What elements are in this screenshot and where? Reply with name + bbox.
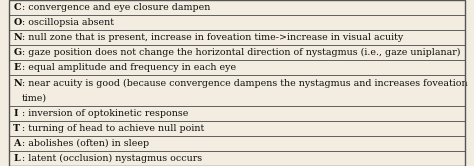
Text: : oscillopsia absent: : oscillopsia absent bbox=[22, 18, 114, 27]
Text: C: C bbox=[13, 3, 21, 12]
Text: : convergence and eye closure dampen: : convergence and eye closure dampen bbox=[22, 3, 210, 12]
Bar bbox=[9, 76, 465, 106]
Bar bbox=[9, 30, 465, 45]
Text: G: G bbox=[13, 48, 21, 57]
Text: : latent (occlusion) nystagmus occurs: : latent (occlusion) nystagmus occurs bbox=[22, 154, 202, 163]
Bar bbox=[9, 121, 465, 136]
Text: : turning of head to achieve null point: : turning of head to achieve null point bbox=[22, 124, 204, 133]
Text: : inversion of optokinetic response: : inversion of optokinetic response bbox=[22, 109, 188, 118]
Text: time): time) bbox=[22, 94, 47, 103]
Text: A: A bbox=[13, 139, 21, 148]
Bar bbox=[9, 136, 465, 151]
Bar bbox=[9, 60, 465, 76]
Text: N: N bbox=[13, 33, 22, 42]
Text: I: I bbox=[13, 109, 18, 118]
Text: L: L bbox=[13, 154, 20, 163]
Text: T: T bbox=[13, 124, 20, 133]
Text: : null zone that is present, increase in foveation time->increase in visual acui: : null zone that is present, increase in… bbox=[22, 33, 403, 42]
Text: O: O bbox=[13, 18, 21, 27]
Text: : abolishes (often) in sleep: : abolishes (often) in sleep bbox=[22, 139, 149, 148]
Bar bbox=[9, 15, 465, 30]
Bar bbox=[9, 151, 465, 166]
Text: E: E bbox=[13, 63, 20, 72]
Text: : equal amplitude and frequency in each eye: : equal amplitude and frequency in each … bbox=[22, 63, 236, 72]
Text: N: N bbox=[13, 79, 22, 88]
Text: : gaze position does not change the horizontal direction of nystagmus (i.e., gaz: : gaze position does not change the hori… bbox=[22, 48, 460, 57]
Bar bbox=[9, 106, 465, 121]
Text: : near acuity is good (because convergence dampens the nystagmus and increases f: : near acuity is good (because convergen… bbox=[22, 79, 467, 88]
Bar bbox=[9, 0, 465, 15]
Bar bbox=[9, 45, 465, 60]
